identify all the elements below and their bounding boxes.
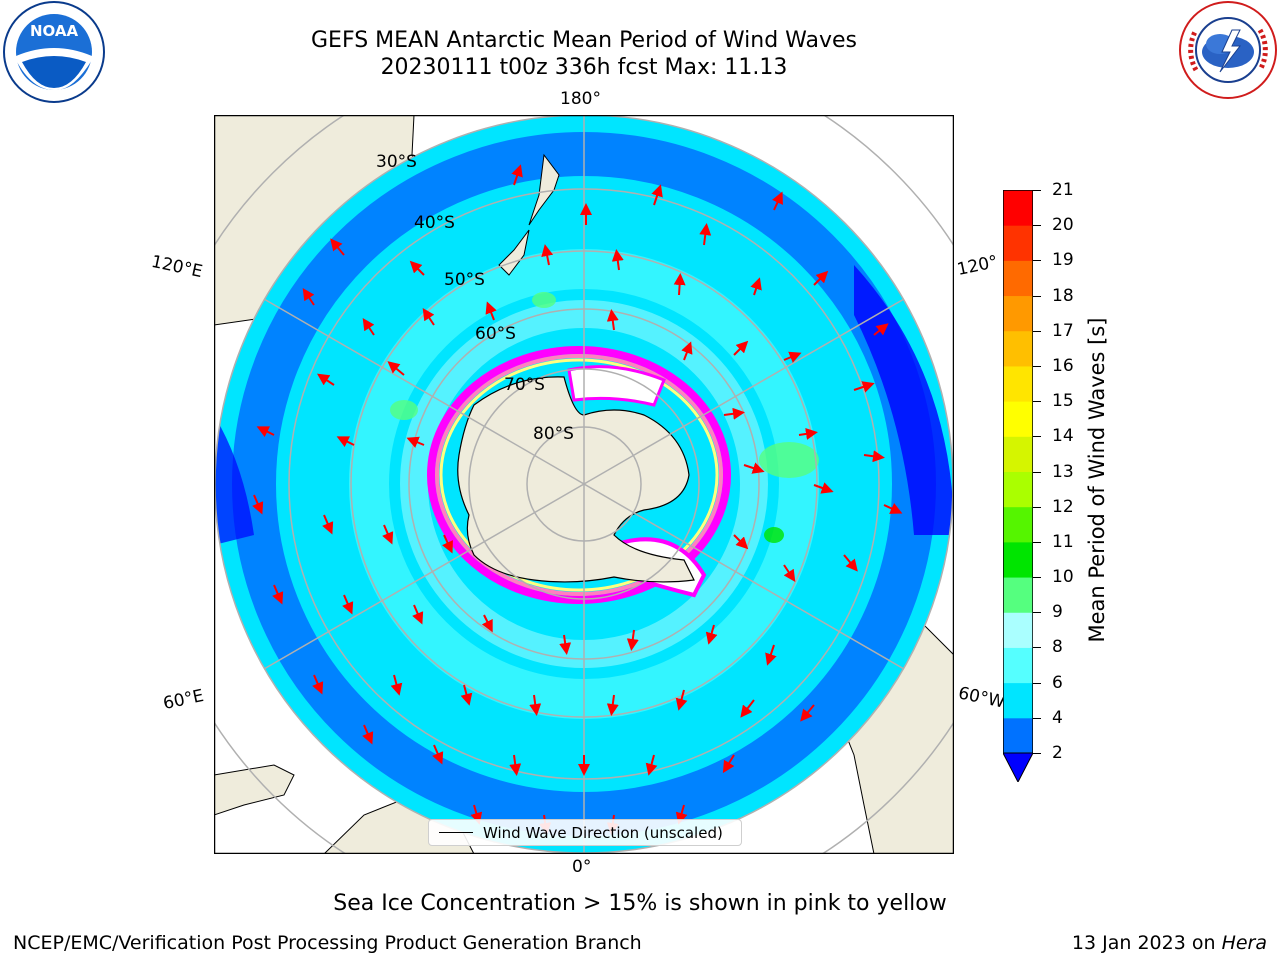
legend-label: Wind Wave Direction (unscaled) [483,823,723,842]
lon-label-lower-left: 60°E [161,685,206,715]
colorbar-tick-mark [1033,541,1041,543]
lat-label-50s: 50°S [444,270,485,290]
lat-label-80s: 80°S [533,424,574,444]
colorbar-extend-triangle [1002,752,1034,784]
colorbar-tick-label: 10 [1052,567,1074,588]
colorbar-segment [1003,436,1033,472]
lat-label-40s: 40°S [414,213,455,233]
colorbar-tick-label: 16 [1052,355,1074,376]
noaa-logo: NOAA [2,0,106,104]
sea-ice-edge [427,346,731,604]
lon-label-top: 180° [560,89,601,109]
lon-label-upper-right: 120° [955,251,1000,281]
colorbar-segment [1003,330,1033,367]
map-legend: Wind Wave Direction (unscaled) [428,819,742,846]
colorbar-tick-label: 19 [1052,250,1074,271]
title-line-1: GEFS MEAN Antarctic Mean Period of Wind … [311,28,857,53]
colorbar-segment [1003,260,1033,297]
colorbar-tick-label: 2 [1052,743,1063,763]
colorbar-tick-label: 8 [1052,637,1063,658]
colorbar-tick-label: 9 [1052,602,1063,623]
polar-map [214,115,954,854]
colorbar-tick-mark [1033,436,1041,438]
colorbar-label: Mean Period of Wind Waves [s] [1085,317,1109,643]
noaa-logo-text: NOAA [30,22,79,40]
footer-left: NCEP/EMC/Verification Post Processing Pr… [13,932,642,954]
lon-label-bottom: 0° [572,857,592,877]
colorbar-tick-mark [1033,717,1041,719]
title-line-2: 20230111 t00z 336h fcst Max: 11.13 [380,55,788,80]
colorbar-segment [1003,190,1033,226]
colorbar-label-box: Mean Period of Wind Waves [s] [1082,300,1112,660]
colorbar-tick-mark [1033,401,1041,403]
colorbar-tick-mark [1033,612,1041,614]
footer-date: 13 Jan 2023 on [1071,932,1216,954]
colorbar-tick-mark [1033,647,1041,649]
lat-label-30s: 30°S [376,152,417,172]
legend-line-swatch [439,832,473,833]
colorbar-tick-mark [1033,295,1041,297]
colorbar-segment [1003,541,1033,578]
colorbar-segment [1003,471,1033,508]
colorbar-segment [1003,506,1033,543]
colorbar-tick-mark [1033,506,1041,508]
colorbar-tick-label: 20 [1052,215,1074,236]
colorbar-tick-mark [1033,330,1041,332]
colorbar-tick-mark [1033,190,1041,191]
footer-machine: Hera [1221,932,1267,954]
colorbar-segment [1003,225,1033,261]
colorbar-segment [1003,682,1033,719]
colorbar-tick-mark [1033,225,1041,227]
colorbar-tick-mark [1033,753,1041,754]
colorbar-tick-label: 6 [1052,672,1063,693]
colorbar-segment [1003,365,1033,402]
nws-logo [1176,0,1280,104]
colorbar-segment [1003,647,1033,684]
colorbar-tick-mark [1033,682,1041,684]
colorbar-segment [1003,612,1033,648]
colorbar-segment [1003,717,1033,754]
sea-ice-caption: Sea Ice Concentration > 15% is shown in … [333,891,947,916]
colorbar-tick-label: 15 [1052,391,1074,412]
colorbar-segment [1003,577,1033,613]
colorbar-tick-label: 11 [1052,531,1074,552]
colorbar-tick-label: 17 [1052,320,1074,341]
colorbar-tick-mark [1033,471,1041,473]
colorbar-tick-label: 14 [1052,426,1074,447]
colorbar-tick-label: 18 [1052,285,1074,306]
lon-label-lower-right: 60°W [956,683,1007,713]
colorbar-tick-mark [1033,260,1041,262]
lat-label-60s: 60°S [475,324,516,344]
colorbar [1002,189,1034,784]
colorbar-tick-mark [1033,577,1041,579]
colorbar-tick-label: 4 [1052,707,1063,728]
colorbar-tick-mark [1033,365,1041,367]
footer-right: 13 Jan 2023 on Hera [1072,932,1267,954]
lat-label-70s: 70°S [504,375,545,395]
colorbar-tick-label: 21 [1052,180,1074,200]
colorbar-tick-label: 13 [1052,461,1074,482]
colorbar-segment [1003,295,1033,332]
colorbar-tick-label: 12 [1052,496,1074,517]
lon-label-upper-left: 120°E [149,251,205,283]
colorbar-segment [1003,401,1033,437]
